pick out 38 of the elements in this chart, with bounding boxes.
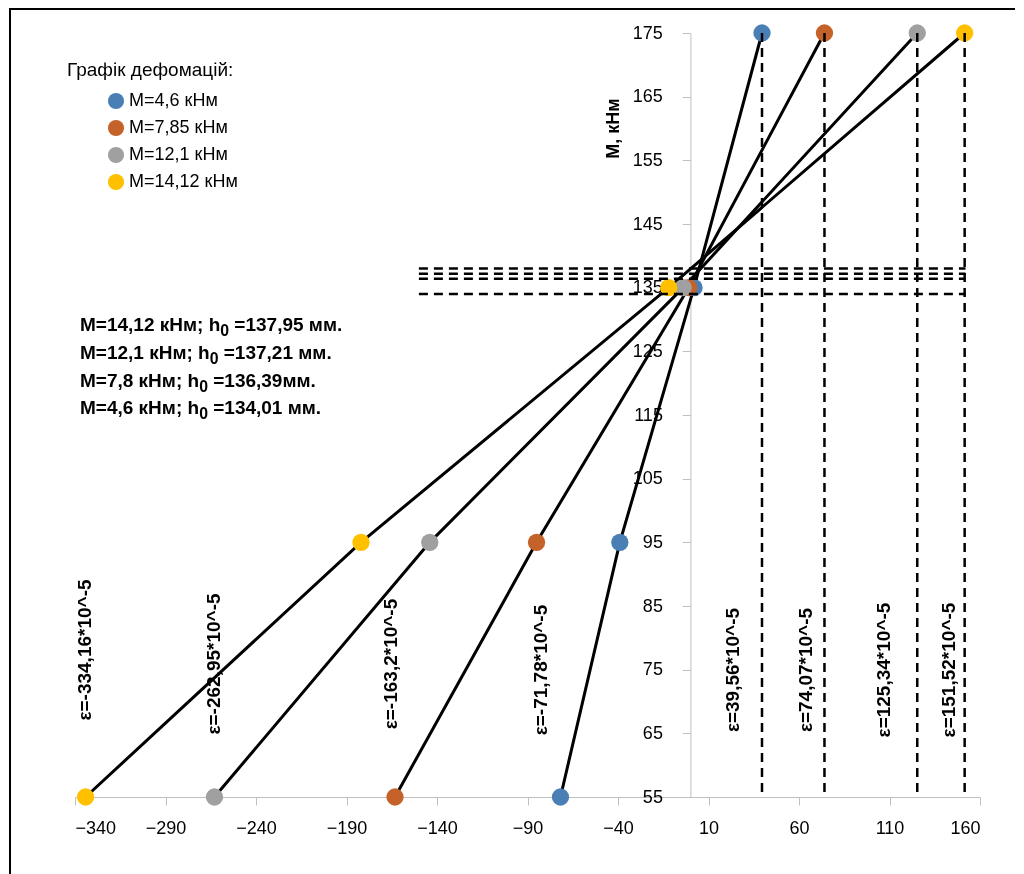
annotation: M=14,12 кНм; h$_{0}$ =137,95 мм. xyxy=(80,314,343,341)
annotation: ε=-71,78*10^-5 xyxy=(530,604,551,736)
legend-label: M=7,85 кНм xyxy=(129,117,228,137)
legend-label: M=12,1 кНм xyxy=(129,144,228,164)
y-tick-label: 145 xyxy=(632,213,663,234)
y-tick-label: 165 xyxy=(632,86,663,107)
legend-label: M=4,6 кНм xyxy=(129,90,218,110)
y-axis-title: M, кНм xyxy=(602,98,623,159)
x-tick-label: −240 xyxy=(236,817,277,838)
x-tick-label: −90 xyxy=(512,817,544,838)
y-tick-label: 75 xyxy=(642,659,663,680)
y-tick-label: 65 xyxy=(642,722,663,743)
y-tick-label: 155 xyxy=(632,149,663,170)
y-tick-label: 175 xyxy=(632,22,663,43)
legend-title: Графік дефомацій: xyxy=(67,59,234,80)
annotation: ε=125,34*10^-5 xyxy=(873,602,894,738)
x-tick-label: 160 xyxy=(950,817,981,838)
x-tick-label: 110 xyxy=(875,817,905,838)
annotation: M=7,8 кНм; h$_{0}$ =136,39мм. xyxy=(80,369,317,397)
annotation: M=4,6 кНм; h$_{0}$ =134,01 мм. xyxy=(80,397,323,425)
legend-label: M=14,12 кНм xyxy=(129,171,238,191)
x-tick-label: −140 xyxy=(417,817,458,838)
annotation: ε=-262,95*10^-5 xyxy=(203,593,224,735)
x-tick-label: −340 xyxy=(75,817,117,838)
x-tick-label: 10 xyxy=(698,817,720,838)
x-tick-label: −190 xyxy=(326,817,368,838)
annotation: M=12,1 кНм; h$_{0}$ =137,21 мм. xyxy=(80,341,333,369)
y-tick-label: 85 xyxy=(642,595,663,616)
annotation: ε=-163,2*10^-5 xyxy=(380,598,401,730)
annotation: ε=39,56*10^-5 xyxy=(722,607,743,733)
x-tick-label: −40 xyxy=(603,817,634,838)
x-tick-label: 60 xyxy=(789,817,810,838)
annotation: ε=-334,16*10^-5 xyxy=(74,579,95,721)
x-tick-label: −290 xyxy=(145,817,187,838)
y-tick-label: 95 xyxy=(642,531,663,552)
annotation: ε=74,07*10^-5 xyxy=(795,607,816,733)
annotation: ε=151,52*10^-5 xyxy=(938,602,959,738)
y-tick-label: 55 xyxy=(642,786,663,807)
